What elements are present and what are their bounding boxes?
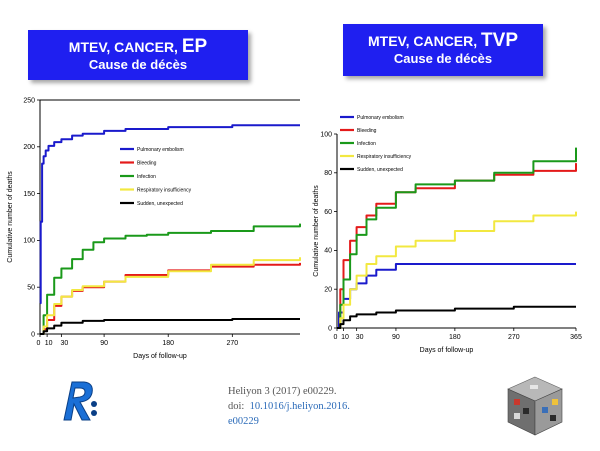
right-legend-label-respiratory-insufficiency: Respiratory insufficiency — [357, 154, 412, 160]
right-legend-label-pulmonary-embolism: Pulmonary embolism — [357, 115, 404, 121]
left-y-tick-label: 150 — [23, 191, 35, 198]
left-legend-label-bleeding: Bleeding — [137, 160, 157, 166]
right-legend-label-sudden-unexpected: Sudden, unexpected — [357, 167, 403, 173]
left-y-tick-label: 200 — [23, 144, 35, 151]
right-y-tick-label: 20 — [324, 287, 332, 294]
left-x-tick-label: 30 — [60, 340, 68, 347]
right-title-emphasis: TVP — [481, 30, 518, 51]
left-legend-label-respiratory-insufficiency: Respiratory insufficiency — [137, 187, 192, 193]
journal-r-logo-icon — [63, 381, 97, 421]
doi-link-cont[interactable]: e00229 — [228, 416, 259, 427]
left-y-tick-label: 100 — [23, 238, 35, 245]
cube-collage-logo-icon — [507, 376, 563, 436]
right-x-tick-label: 10 — [341, 334, 349, 341]
left-legend-label-infection: Infection — [137, 174, 156, 180]
right-series-pulmonary-embolism — [337, 263, 576, 329]
doi-prefix: doi: — [228, 401, 245, 412]
left-title-line2: Cause de décès — [88, 57, 188, 72]
chart-pe: 0 50 100 150 200 250 0 10 30 90 180 270 Days of foll… — [7, 97, 301, 360]
right-x-tick-label: 180 — [449, 334, 461, 341]
right-x-axis-label: Days of follow-up — [420, 347, 474, 354]
citation-line2: doi: 10.1016/j.heliyon.2016. — [228, 399, 350, 414]
left-title-prefix: MTEV, CANCER, — [68, 39, 182, 55]
left-series-infection — [40, 223, 301, 335]
right-title-line1: MTEV, CANCER, TVP — [343, 30, 543, 51]
left-x-tick-label: 90 — [100, 340, 108, 347]
left-legend-label-sudden-unexpected: Sudden, unexpected — [137, 201, 183, 207]
right-x-tick-label: 270 — [508, 334, 520, 341]
right-legend-label-infection: Infection — [357, 141, 376, 147]
right-series-infection — [337, 147, 577, 329]
left-title-line1: MTEV, CANCER, EP — [28, 36, 248, 57]
left-x-axis-label: Days of follow-up — [133, 353, 187, 360]
right-series-bleeding — [337, 163, 577, 329]
right-series-sudden-unexpected — [337, 305, 576, 329]
left-series-sudden-unexpected — [40, 318, 300, 335]
right-y-tick-label: 80 — [324, 170, 332, 177]
left-series-respiratory-insufficiency — [40, 257, 301, 335]
right-legend-label-bleeding: Bleeding — [357, 128, 377, 134]
right-x-tick-label: 365 — [570, 334, 582, 341]
left-x-tick-label: 0 — [37, 340, 41, 347]
right-title-box: MTEV, CANCER, TVP Cause de décès — [343, 24, 543, 76]
left-y-tick-label: 250 — [23, 97, 35, 104]
right-y-tick-label: 60 — [324, 209, 332, 216]
left-y-tick-label: 50 — [27, 285, 35, 292]
citation-line1: Heliyon 3 (2017) e00229. — [228, 386, 337, 397]
right-x-tick-label: 30 — [356, 334, 364, 341]
left-title-emphasis: EP — [181, 36, 208, 57]
right-x-tick-label: 90 — [392, 334, 400, 341]
left-x-tick-label: 270 — [226, 340, 238, 347]
right-y-axis-label: Cumulative number of deaths — [313, 185, 320, 277]
left-title-box: MTEV, CANCER, EP Cause de décès — [28, 30, 248, 80]
citation: Heliyon 3 (2017) e00229. doi: 10.1016/j.… — [228, 384, 350, 429]
left-y-tick-label: 0 — [31, 331, 35, 338]
left-x-tick-label: 180 — [162, 340, 174, 347]
right-x-tick-label: 0 — [334, 334, 338, 341]
right-y-tick-label: 0 — [328, 325, 332, 332]
right-series-respiratory-insufficiency — [337, 211, 577, 329]
right-title-prefix: MTEV, CANCER, — [367, 33, 482, 49]
right-y-tick-label: 100 — [320, 131, 332, 138]
left-series-pulmonary-embolism — [39, 124, 300, 305]
left-x-tick-label: 10 — [45, 340, 53, 347]
right-title-line2: Cause de décès — [393, 51, 493, 66]
right-y-tick-label: 40 — [324, 248, 332, 255]
doi-link[interactable]: 10.1016/j.heliyon.2016. — [249, 401, 350, 412]
left-legend-label-pulmonary-embolism: Pulmonary embolism — [137, 147, 184, 153]
left-y-axis-label: Cumulative number of deaths — [7, 171, 14, 263]
